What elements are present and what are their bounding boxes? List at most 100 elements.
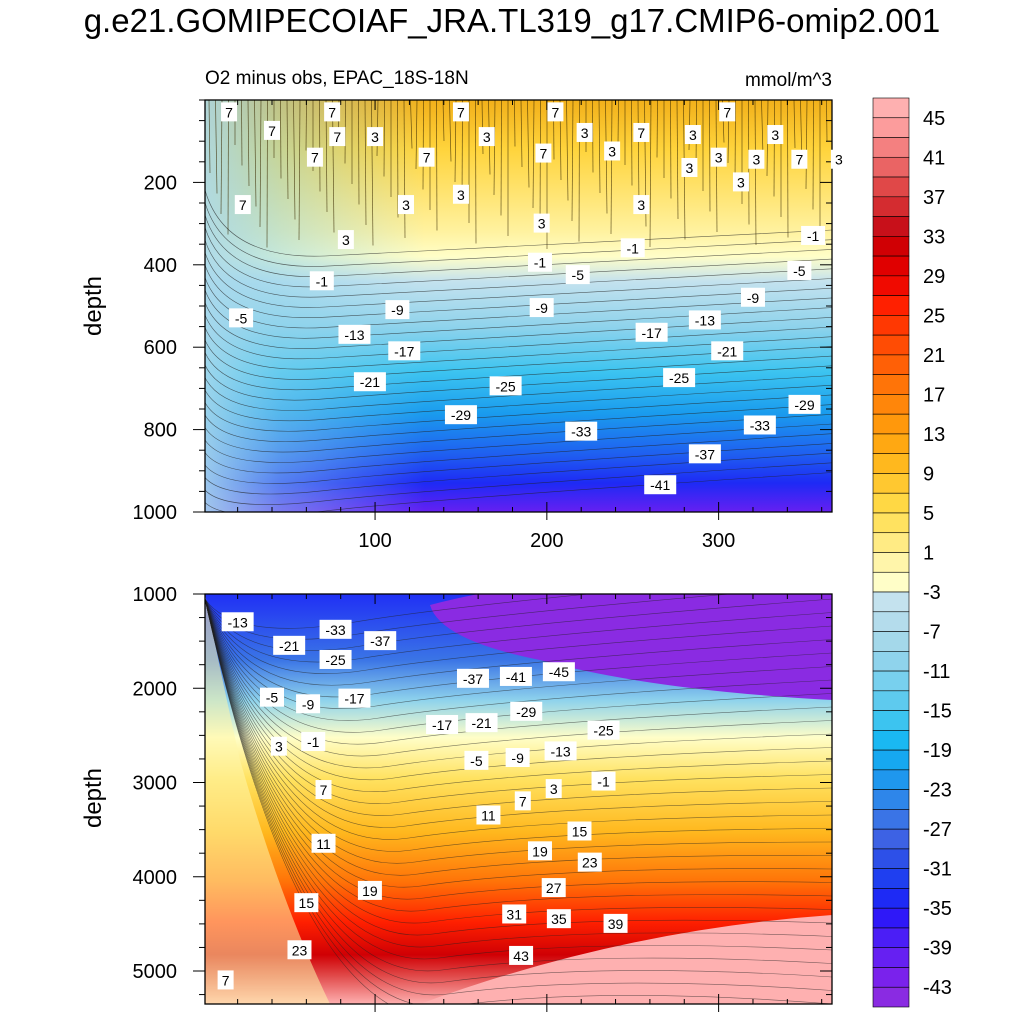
contour-label-text: -5 xyxy=(266,690,279,706)
contour-label-text: -1 xyxy=(627,240,640,256)
contour-label-box xyxy=(743,415,776,435)
contour-label-box xyxy=(229,308,254,328)
contour-line xyxy=(227,100,229,235)
contour-line xyxy=(205,598,832,876)
contour-label: -37 xyxy=(364,631,397,651)
contour-label-text: 7 xyxy=(239,197,247,213)
contour-label-box xyxy=(364,631,397,651)
contour-label-text: 27 xyxy=(546,880,562,896)
contour-line xyxy=(631,100,633,186)
colorbar-box xyxy=(872,413,910,435)
colorbar-tick-label: 33 xyxy=(923,226,945,248)
contour-label: 3 xyxy=(748,149,765,169)
contour-label-text: 3 xyxy=(689,127,697,143)
contour-label-text: 3 xyxy=(457,187,465,203)
contour-label-text: 3 xyxy=(581,125,589,141)
contour-label-text: -13 xyxy=(695,312,715,328)
contour-line xyxy=(493,100,496,196)
contour-line xyxy=(520,100,523,168)
contour-label-box xyxy=(527,252,552,272)
contour-label-text: 19 xyxy=(532,843,548,859)
contour-label-text: -9 xyxy=(747,290,760,306)
colorbar-box xyxy=(872,828,910,850)
y-tick-label: 1000 xyxy=(133,502,178,524)
contour-label-box xyxy=(338,688,371,708)
contour-label-box xyxy=(263,120,280,140)
contour-label-text: 3 xyxy=(483,129,491,145)
contour-label-box xyxy=(748,149,765,169)
contour-line xyxy=(566,100,569,201)
colorbar-tick-label: 41 xyxy=(923,147,945,169)
contour-label-box xyxy=(489,376,522,396)
contour-label-text: -17 xyxy=(432,717,452,733)
contour-label-text: -1 xyxy=(534,255,547,271)
contour-label-box xyxy=(217,970,234,990)
contour-label-text: 7 xyxy=(519,793,527,809)
colorbar-box xyxy=(872,888,910,909)
contour-label: -5 xyxy=(787,260,812,280)
contour-label-box xyxy=(357,880,382,900)
contour-label: -25 xyxy=(489,376,522,396)
contour-label-box xyxy=(270,736,287,756)
colorbar-tick-label: -27 xyxy=(923,819,952,841)
contour-line xyxy=(205,598,832,757)
contour-label: -33 xyxy=(743,415,776,435)
contour-line xyxy=(205,598,832,984)
contour-label: -1 xyxy=(527,252,552,272)
contour-label: -5 xyxy=(229,308,254,328)
contour-label-box xyxy=(324,102,341,122)
contour-label: -45 xyxy=(542,662,575,682)
contour-label-text: 7 xyxy=(552,104,560,120)
contour-label-box xyxy=(577,852,602,872)
lower-western-boundary-shading xyxy=(205,594,330,1004)
contour-line xyxy=(754,100,757,246)
contour-label-text: 7 xyxy=(423,150,431,166)
colorbar-tick-label: 1 xyxy=(923,543,934,565)
colorbar-box xyxy=(872,571,910,593)
contour-label-text: -37 xyxy=(463,671,483,687)
contour-label-box xyxy=(688,444,721,464)
contour-label: 7 xyxy=(452,102,469,122)
contour-label-text: -33 xyxy=(571,424,591,440)
contour-label-text: -9 xyxy=(391,302,404,318)
contour-line xyxy=(397,100,399,218)
contour-label: 7 xyxy=(791,149,808,169)
contour-line xyxy=(215,100,218,194)
colorbar-tick-label: -7 xyxy=(923,622,941,644)
x-tick-label: 100 xyxy=(358,530,391,552)
contour-label-text: -17 xyxy=(642,325,662,341)
contour-line xyxy=(205,598,832,745)
contour-line xyxy=(676,100,679,220)
contour-line xyxy=(205,364,832,401)
contour-line xyxy=(208,100,211,174)
contour-line xyxy=(358,100,360,205)
contour-label: 35 xyxy=(546,909,571,929)
contour-line xyxy=(475,100,477,244)
upper-axes: 100 200 300 200 400 600 800 1000 xyxy=(133,99,832,552)
contour-label-text: 15 xyxy=(572,824,588,840)
lower-contour-lines xyxy=(205,594,832,1004)
contour-label-text: 3 xyxy=(715,150,723,166)
contour-label-box xyxy=(234,195,251,215)
contour-label: 7 xyxy=(633,122,650,142)
contour-line xyxy=(293,100,296,220)
contour-label-box xyxy=(711,341,744,361)
contour-label-box xyxy=(397,195,414,215)
colorbar-box xyxy=(872,295,910,316)
contour-label-text: 7 xyxy=(723,104,731,120)
contour-label: 11 xyxy=(476,805,501,825)
contour-label-box xyxy=(221,102,238,122)
contour-label-box xyxy=(547,102,564,122)
contour-line xyxy=(656,100,658,158)
contour-line xyxy=(247,100,250,187)
contour-label-box xyxy=(801,225,826,245)
contour-label: 3 xyxy=(681,157,698,177)
colorbar-box xyxy=(872,986,910,1008)
contour-line xyxy=(286,100,289,200)
contour-line xyxy=(793,100,796,149)
contour-label-text: 7 xyxy=(637,125,645,141)
colorbar-box xyxy=(872,769,910,790)
contour-label-box xyxy=(635,322,668,342)
contour-label-text: 43 xyxy=(513,948,529,964)
